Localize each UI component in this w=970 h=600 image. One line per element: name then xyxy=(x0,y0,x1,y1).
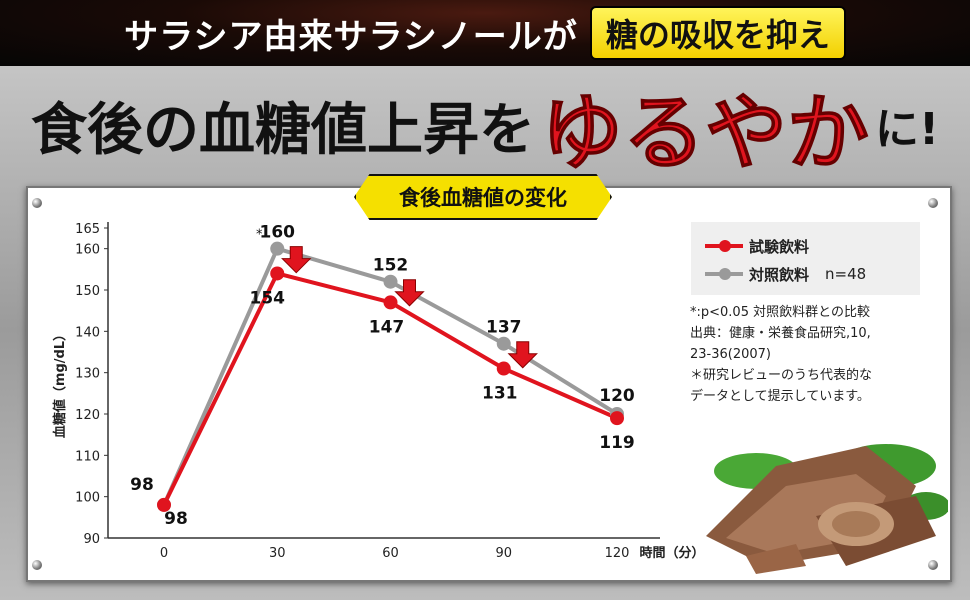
wood-chunk xyxy=(746,544,806,574)
notes: *:p<0.05 対照飲料群との比較 出典：健康・栄養食品研究,10, 23-3… xyxy=(690,302,930,407)
banner-text: サラシア由来サラシノールが xyxy=(124,16,578,57)
data-label-control: 152 xyxy=(373,256,409,276)
y-tick-label: 165 xyxy=(75,222,100,237)
data-label-control: 137 xyxy=(486,318,522,338)
data-point-test xyxy=(157,497,171,512)
y-tick-label: 140 xyxy=(75,325,100,340)
data-label-test: 98 xyxy=(164,509,188,529)
data-point-test xyxy=(496,361,511,376)
down-arrow-icon xyxy=(281,246,312,274)
rivet-icon xyxy=(32,560,42,570)
y-axis-label: 血糖値（mg/dL） xyxy=(52,328,68,438)
data-label-control: 160 xyxy=(260,223,296,243)
x-tick-label: 90 xyxy=(495,546,512,561)
y-tick-label: 110 xyxy=(75,449,100,464)
note-line: データとして提示しています。 xyxy=(690,389,870,404)
y-tick-label: 130 xyxy=(75,367,100,382)
x-tick-label: 0 xyxy=(160,546,168,561)
data-point-control xyxy=(496,336,511,351)
chart-title: 食後血糖値の変化 xyxy=(354,174,612,220)
x-tick-label: 120 xyxy=(605,546,630,561)
rivet-icon xyxy=(32,198,42,208)
note-line: 出典：健康・栄養食品研究,10, xyxy=(690,326,871,341)
legend-swatch-test xyxy=(705,240,743,252)
data-label-test: 131 xyxy=(482,384,518,404)
data-label-test: 154 xyxy=(250,288,286,308)
data-label-test: 119 xyxy=(599,433,635,453)
data-point-control xyxy=(270,241,285,256)
salacia-wood-illustration xyxy=(706,444,948,574)
y-tick-label: 160 xyxy=(75,243,100,258)
top-banner: サラシア由来サラシノールが 糖の吸収を抑え xyxy=(0,0,970,66)
banner-highlight: 糖の吸収を抑え xyxy=(589,6,846,60)
y-tick-label: 120 xyxy=(75,408,100,423)
note-line: ＊研究レビューのうち代表的な xyxy=(690,368,873,383)
x-axis-label: 時間（分） xyxy=(639,545,704,561)
legend-n: n=48 xyxy=(825,265,867,283)
data-label-control: 98 xyxy=(130,475,154,495)
data-label-test: 147 xyxy=(369,317,405,337)
significance-marker: * xyxy=(256,228,263,243)
legend-label-control: 対照飲料 xyxy=(749,265,810,284)
note-line: 23-36(2007) xyxy=(690,347,772,362)
y-tick-label: 150 xyxy=(75,284,100,299)
headline-emphasis: ゆるやか xyxy=(540,85,869,181)
headline: 食後の血糖値上昇を ゆるやか に! xyxy=(0,70,970,181)
legend-item-control: 対照飲料 n=48 xyxy=(705,264,866,284)
down-arrow-icon xyxy=(507,341,538,369)
rivet-icon xyxy=(928,560,938,570)
wood-ring xyxy=(832,511,880,537)
down-arrow-icon xyxy=(394,279,425,307)
headline-part1: 食後の血糖値上昇を xyxy=(30,97,535,163)
legend-label-test: 試験飲料 xyxy=(749,237,810,256)
data-point-control xyxy=(383,274,398,289)
headline-part2: に! xyxy=(874,104,940,155)
x-tick-label: 30 xyxy=(269,546,286,561)
x-tick-label: 60 xyxy=(382,546,399,561)
y-tick-label: 100 xyxy=(75,491,100,506)
data-point-test xyxy=(270,266,285,281)
legend: 試験飲料 対照飲料 n=48 xyxy=(691,222,920,295)
note-line: *:p<0.05 対照飲料群との比較 xyxy=(690,305,870,320)
rivet-icon xyxy=(928,198,938,208)
data-point-test xyxy=(383,295,398,310)
data-label-control: 120 xyxy=(599,386,635,406)
legend-swatch-control xyxy=(705,268,743,280)
legend-item-test: 試験飲料 xyxy=(705,236,809,256)
data-point-test xyxy=(610,411,624,426)
y-tick-label: 90 xyxy=(83,532,100,547)
